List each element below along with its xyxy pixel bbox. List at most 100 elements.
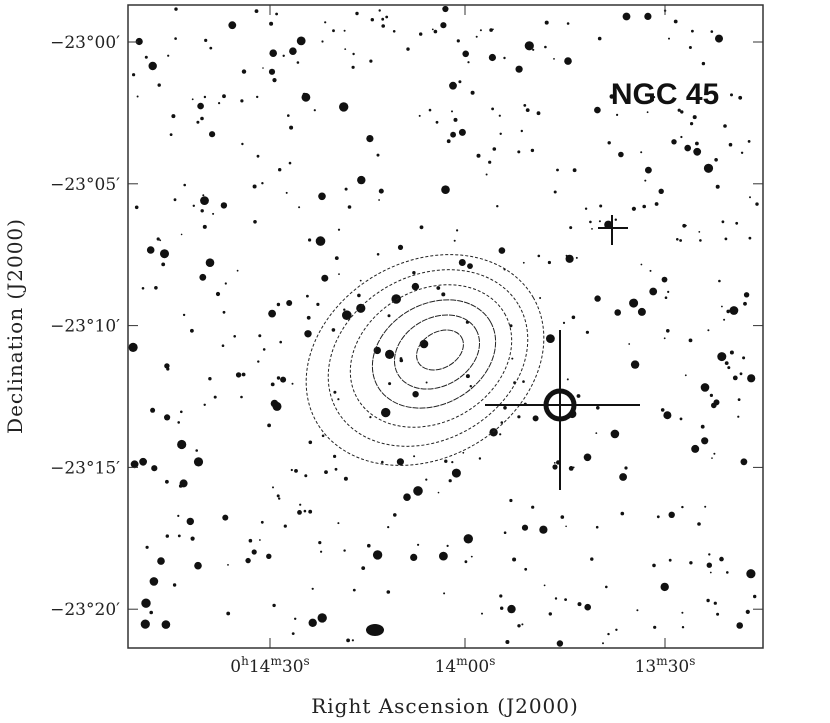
star [297,510,302,515]
star [333,390,337,394]
star [180,233,183,236]
star [511,357,514,360]
star [531,505,535,509]
star [412,271,416,275]
star [385,349,395,359]
star [467,263,473,269]
star [566,22,570,25]
star [278,497,281,500]
star [681,611,684,614]
star [177,421,180,424]
star [479,29,482,32]
star [680,110,684,114]
star [212,212,215,215]
star [631,206,637,211]
star [571,315,576,320]
star [351,639,354,642]
star [469,385,472,388]
star [520,129,523,133]
star [505,640,510,644]
star [640,151,643,154]
star [566,378,569,381]
star [456,39,460,43]
star [748,236,752,240]
star [174,37,177,40]
bright-star [366,624,384,636]
star [157,83,161,87]
star [569,226,573,230]
star [202,194,205,197]
star [711,457,713,459]
star [499,433,502,436]
star [522,380,525,383]
star [729,306,739,315]
star [286,300,293,306]
star [200,209,204,213]
star [499,594,503,598]
star [278,168,282,172]
star [282,54,285,57]
star [258,334,262,338]
star [539,297,542,299]
star [259,539,261,541]
star [296,36,306,46]
y-tick-label: −23°15′ [50,458,120,478]
star [378,199,380,201]
star [177,439,187,450]
star [359,279,362,282]
star [318,192,326,201]
star [544,20,549,25]
y-tick-label: −23°00′ [50,33,120,53]
star [596,406,600,410]
star [735,221,739,225]
star [536,111,541,116]
star [355,11,359,16]
star [337,522,340,525]
star [707,329,710,332]
star [532,415,539,422]
star [321,434,325,438]
star [614,309,621,316]
star [140,619,150,629]
star [252,184,257,189]
star [149,577,159,586]
star [376,253,380,256]
star [642,204,646,209]
star [361,566,366,570]
star [453,117,458,122]
star [465,320,469,324]
star [254,9,259,14]
star [195,449,198,452]
star [388,382,392,386]
star [693,147,702,156]
star [298,206,301,209]
star [604,220,613,229]
star [156,237,160,241]
star [236,269,239,272]
star [209,131,216,138]
star [684,374,687,377]
star [425,381,428,384]
star [688,338,693,343]
star [248,538,253,543]
star [692,115,697,120]
star [512,557,517,562]
star [381,24,386,28]
star [301,92,311,102]
star [419,225,424,230]
star [192,204,195,207]
star [313,109,316,112]
star [256,154,260,158]
star [241,372,246,377]
star [717,352,727,362]
star [381,17,385,21]
star [441,185,450,194]
star [177,534,181,538]
star [443,592,446,595]
star [509,498,513,503]
star [178,484,183,488]
star [270,382,275,387]
star [695,141,699,146]
star [594,295,601,302]
star [334,256,339,260]
